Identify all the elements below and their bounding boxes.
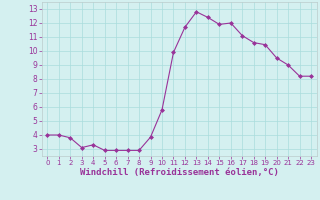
X-axis label: Windchill (Refroidissement éolien,°C): Windchill (Refroidissement éolien,°C) — [80, 168, 279, 177]
